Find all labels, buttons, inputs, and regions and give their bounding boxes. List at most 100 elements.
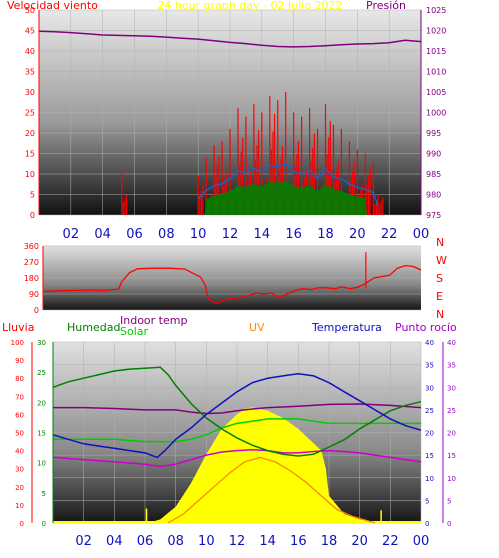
dew-tick: 35 bbox=[447, 362, 456, 370]
temperature-tick: 30 bbox=[425, 384, 434, 392]
rain-tick: 60 bbox=[15, 411, 24, 419]
wind-hour-label: 14 bbox=[254, 227, 271, 242]
temperature-hour-label: 20 bbox=[351, 534, 368, 549]
temperature-tick: 40 bbox=[425, 339, 434, 347]
wind-axes: 0510152025303540455097598098599099510001… bbox=[25, 6, 447, 242]
rain-tick: 80 bbox=[15, 375, 24, 383]
wind-hour-label: 22 bbox=[381, 227, 398, 242]
dew-tick: 0 bbox=[447, 520, 451, 528]
wind-hour-label: 16 bbox=[285, 227, 302, 242]
temperature-hour-label: 16 bbox=[290, 534, 307, 549]
direction-grid bbox=[43, 245, 421, 311]
humidity-label: Humedad bbox=[67, 321, 120, 334]
temperature-tick: 0 bbox=[425, 520, 429, 528]
rain-tick: 20 bbox=[15, 484, 24, 492]
wind-hour-label: 06 bbox=[126, 227, 143, 242]
wind-right-tick: 990 bbox=[426, 150, 441, 159]
wind-left-tick: 15 bbox=[25, 150, 35, 159]
compass-label: W bbox=[436, 254, 447, 267]
humidity-tick: 15 bbox=[37, 430, 46, 438]
compass-label: E bbox=[436, 290, 443, 303]
wind-average-line bbox=[197, 162, 379, 207]
temperature-hour-label: 00 bbox=[413, 534, 430, 549]
rain-tick: 40 bbox=[15, 448, 24, 456]
wind-hour-label: 12 bbox=[222, 227, 239, 242]
uv-label: UV bbox=[249, 321, 265, 334]
temperature-grid bbox=[53, 341, 422, 524]
direction-left-tick: 0 bbox=[34, 306, 39, 315]
solar-label: Solar bbox=[120, 325, 149, 338]
direction-left-tick: 360 bbox=[24, 242, 39, 251]
rain-tick: 90 bbox=[15, 357, 24, 365]
temperature-series bbox=[52, 366, 422, 524]
direction-left-tick: 180 bbox=[24, 274, 39, 283]
wind-right-tick: 1000 bbox=[426, 109, 446, 118]
compass-label: N bbox=[436, 236, 444, 249]
solar-line bbox=[53, 418, 421, 443]
temperature-hour-label: 14 bbox=[259, 534, 276, 549]
dew-tick: 5 bbox=[447, 497, 451, 505]
direction-series bbox=[42, 252, 422, 304]
wind-left-tick: 35 bbox=[25, 68, 35, 77]
wind-left-tick: 20 bbox=[25, 129, 35, 138]
wind-left-tick: 25 bbox=[25, 109, 35, 118]
temperature-label: Temperatura bbox=[311, 321, 382, 334]
wind-left-tick: 5 bbox=[30, 191, 35, 200]
wind-left-tick: 10 bbox=[25, 170, 35, 179]
temperature-hour-label: 22 bbox=[382, 534, 399, 549]
direction-line bbox=[42, 264, 422, 304]
wind-right-tick: 1010 bbox=[426, 68, 446, 77]
temperature-hour-label: 04 bbox=[106, 534, 123, 549]
dew-tick: 15 bbox=[447, 452, 456, 460]
temperature-tick: 20 bbox=[425, 430, 434, 438]
wind-right-tick: 1025 bbox=[426, 6, 446, 15]
wind-left-label: Velocidad viento bbox=[7, 0, 98, 12]
humidity-tick: 30 bbox=[37, 339, 46, 347]
dew-tick: 30 bbox=[447, 384, 456, 392]
wind-right-label: Presión bbox=[366, 0, 406, 12]
compass-label: N bbox=[436, 308, 444, 321]
direction-left-tick: 270 bbox=[24, 258, 39, 267]
indoor-temp-label: Indoor temp bbox=[120, 314, 187, 327]
wind-series bbox=[38, 30, 422, 215]
dew-point-label: Punto rocío bbox=[395, 321, 457, 334]
wind-left-tick: 30 bbox=[25, 88, 35, 97]
wind-hour-label: 10 bbox=[190, 227, 207, 242]
chart-title: 24 hour graph day - 02 Julio 2022 bbox=[157, 0, 342, 12]
rain-tick: 0 bbox=[20, 520, 24, 528]
temperature-tick: 10 bbox=[425, 475, 434, 483]
rain-tick: 70 bbox=[15, 393, 24, 401]
wind-left-tick: 0 bbox=[30, 211, 35, 220]
wind-hour-label: 20 bbox=[349, 227, 366, 242]
temperature-hour-label: 18 bbox=[321, 534, 338, 549]
temperature-hour-label: 12 bbox=[229, 534, 246, 549]
dew-point-line bbox=[52, 448, 422, 468]
wind-right-tick: 985 bbox=[426, 170, 441, 179]
dew-tick: 25 bbox=[447, 407, 456, 415]
temperature-tick: 5 bbox=[425, 497, 429, 505]
pressure-line bbox=[38, 30, 422, 48]
rain-label: Lluvia bbox=[2, 321, 34, 334]
indoor-temp-line bbox=[53, 403, 422, 415]
humidity-tick: 5 bbox=[42, 490, 46, 498]
wind-hour-label: 18 bbox=[317, 227, 334, 242]
dew-tick: 10 bbox=[447, 475, 456, 483]
humidity-tick: 20 bbox=[37, 399, 46, 407]
wind-hour-label: 08 bbox=[158, 227, 175, 242]
temperature-hour-label: 10 bbox=[198, 534, 215, 549]
humidity-tick: 0 bbox=[42, 520, 46, 528]
temperature-tick: 25 bbox=[425, 407, 434, 415]
wind-right-tick: 1020 bbox=[426, 27, 446, 36]
temperature-hour-label: 06 bbox=[137, 534, 154, 549]
wind-right-tick: 1005 bbox=[426, 88, 446, 97]
wind-left-tick: 45 bbox=[25, 27, 35, 36]
temperature-tick: 35 bbox=[425, 362, 434, 370]
wind-left-tick: 50 bbox=[25, 6, 35, 15]
temperature-hour-label: 08 bbox=[167, 534, 184, 549]
temperature-hour-label: 02 bbox=[75, 534, 92, 549]
wind-hour-label: 02 bbox=[63, 227, 80, 242]
rain-tick: 50 bbox=[15, 430, 24, 438]
